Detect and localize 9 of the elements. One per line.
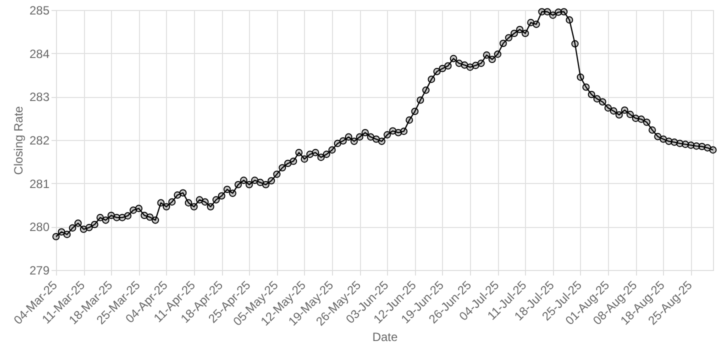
y-axis-title: Closing Rate	[11, 106, 26, 175]
y-tick-label: 283	[29, 90, 50, 104]
y-tick-label: 282	[29, 134, 50, 148]
x-axis-title: Date	[372, 330, 398, 344]
y-tick-label: 284	[29, 46, 50, 61]
y-tick-label: 281	[29, 176, 50, 191]
y-tick-label: 285	[29, 4, 50, 18]
y-tick-label: 280	[29, 220, 50, 234]
y-tick-label: 279	[29, 264, 50, 278]
